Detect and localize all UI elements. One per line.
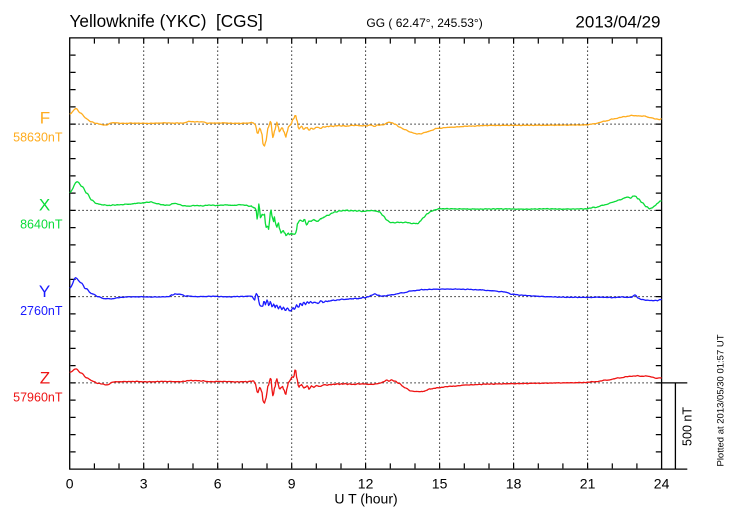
- svg-text:U T (hour): U T (hour): [334, 491, 397, 507]
- svg-text:21: 21: [580, 476, 596, 492]
- svg-text:57960nT: 57960nT: [13, 390, 63, 404]
- svg-text:0: 0: [66, 476, 74, 492]
- svg-text:58630nT: 58630nT: [13, 131, 63, 145]
- svg-text:2013/04/29: 2013/04/29: [575, 13, 660, 32]
- svg-text:F: F: [40, 109, 50, 128]
- svg-text:2760nT: 2760nT: [20, 304, 63, 318]
- svg-text:12: 12: [358, 476, 374, 492]
- svg-text:8640nT: 8640nT: [20, 217, 63, 231]
- svg-text:24: 24: [654, 476, 670, 492]
- svg-text:9: 9: [288, 476, 296, 492]
- svg-text:500 nT: 500 nT: [681, 407, 695, 446]
- svg-text:18: 18: [506, 476, 522, 492]
- svg-text:X: X: [39, 196, 50, 215]
- svg-text:15: 15: [432, 476, 448, 492]
- svg-text:Yellowknife (YKC) [CGS]: Yellowknife (YKC) [CGS]: [70, 11, 263, 31]
- svg-text:6: 6: [214, 476, 222, 492]
- svg-text:3: 3: [140, 476, 148, 492]
- svg-text:GG ( 62.47°, 245.53°): GG ( 62.47°, 245.53°): [366, 16, 482, 30]
- svg-text:Plotted at 2013/05/30 01:57 UT: Plotted at 2013/05/30 01:57 UT: [716, 334, 727, 466]
- svg-text:Y: Y: [39, 282, 50, 301]
- svg-text:Z: Z: [40, 369, 50, 388]
